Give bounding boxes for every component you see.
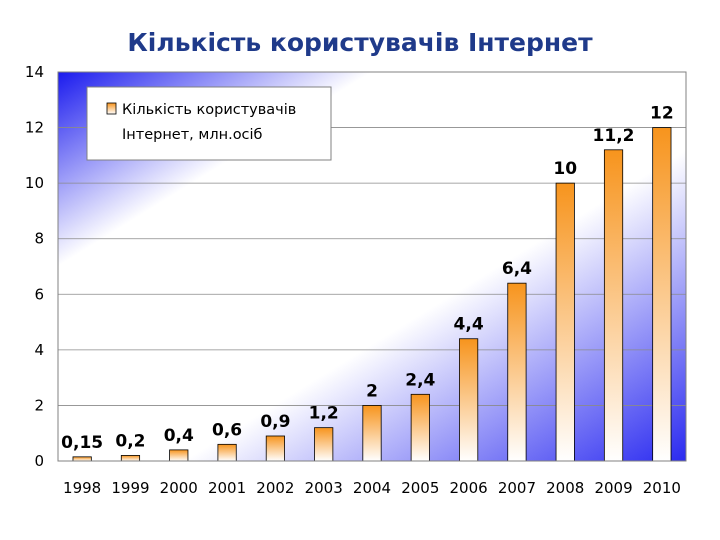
x-tick-label-2008: 2008 (546, 479, 584, 497)
data-label-2001: 0,6 (212, 420, 242, 440)
bar-2009 (603, 149, 624, 462)
legend-box (86, 86, 332, 161)
y-tick-label: 8 (34, 230, 44, 248)
x-axis: 1998 1999 2000 2001 2002 2003 2004 2005 2006 2007… (63, 479, 681, 497)
data-label-2003: 1,2 (309, 404, 339, 424)
bar-2006 (459, 338, 479, 462)
legend-swatch (106, 102, 117, 115)
y-tick-label: 6 (34, 285, 44, 303)
y-tick-label: 2 (34, 396, 44, 414)
x-tick-label-1999: 1999 (111, 479, 149, 497)
data-label-2002: 0,9 (260, 412, 290, 432)
x-tick-label-2007: 2007 (498, 479, 536, 497)
plot-border (57, 71, 687, 462)
y-tick-label: 4 (34, 341, 44, 359)
bar-2000 (169, 449, 189, 462)
data-label-2005: 2,4 (405, 370, 435, 390)
legend: Кількість користувачів Інтернет, млн.осі… (86, 86, 332, 161)
bar-2008 (555, 182, 575, 462)
chart-title: Кількість користувачів Інтернет (127, 28, 593, 57)
x-tick-label-2005: 2005 (401, 479, 439, 497)
x-tick-label-2006: 2006 (450, 479, 488, 497)
x-tick-label-2004: 2004 (353, 479, 391, 497)
data-label-2010: 12 (650, 104, 674, 124)
data-label-1998: 0,15 (61, 433, 103, 453)
data-label-1999: 0,2 (115, 431, 145, 451)
bar-2005 (410, 393, 430, 462)
x-tick-label-2009: 2009 (594, 479, 632, 497)
bar-1998 (72, 456, 92, 462)
data-labels: 0,15 0,2 0,4 0,6 0,9 1,2 2 2,4 4,4 6,4 10 11,2 12 (61, 104, 674, 453)
y-axis: 0 2 4 6 8 10 12 14 (25, 63, 44, 470)
y-tick-label: 10 (25, 174, 44, 192)
bar-2001 (217, 443, 237, 462)
legend-label-line1: Кількість користувачів (122, 102, 296, 118)
bar-2007 (507, 282, 527, 462)
y-tick-label: 12 (25, 119, 44, 137)
bar-2010 (652, 127, 672, 462)
y-tick-label: 0 (34, 452, 44, 470)
x-tick-label-2001: 2001 (208, 479, 246, 497)
bar-2002 (265, 435, 285, 462)
data-label-2008: 10 (553, 159, 577, 179)
x-tick-label-2002: 2002 (256, 479, 294, 497)
x-tick-label-1998: 1998 (63, 479, 101, 497)
data-label-2009: 11,2 (593, 126, 635, 146)
x-tick-label-2000: 2000 (160, 479, 198, 497)
data-label-2007: 6,4 (502, 259, 532, 279)
data-label-2000: 0,4 (164, 426, 194, 446)
x-tick-label-2010: 2010 (643, 479, 681, 497)
data-label-2006: 4,4 (454, 315, 484, 335)
legend-label-line2: Інтернет, млн.осіб (122, 127, 263, 143)
data-label-2004: 2 (366, 381, 378, 401)
bar-2003 (314, 427, 334, 462)
x-tick-label-2003: 2003 (305, 479, 343, 497)
bar-2004 (362, 405, 382, 462)
bar-1999 (120, 455, 141, 462)
y-tick-label: 14 (25, 63, 44, 81)
